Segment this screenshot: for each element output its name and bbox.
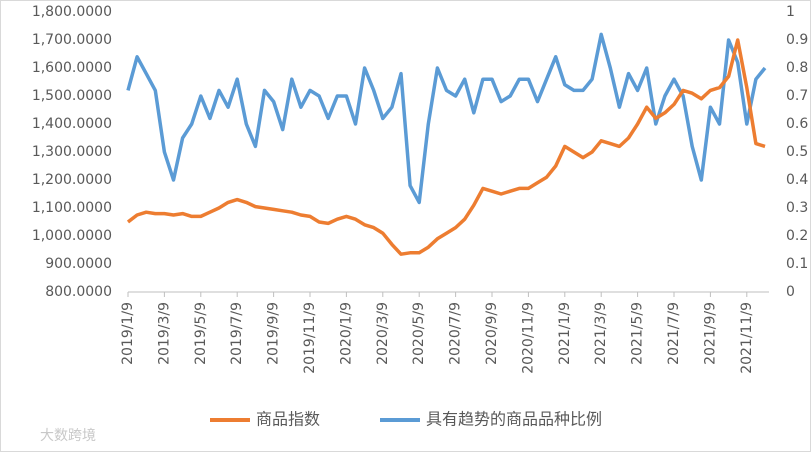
legend-label: 商品指数 xyxy=(256,410,320,429)
y-tick-label: 1,400.0000 xyxy=(32,116,112,132)
y2-tick-label: 0.8 xyxy=(786,60,808,76)
x-tick-label: 2019/3/9 xyxy=(156,302,172,365)
x-tick-label: 2019/11/9 xyxy=(302,302,318,374)
x-tick-label: 2021/9/9 xyxy=(702,302,718,365)
y-tick-label: 1,300.0000 xyxy=(32,144,112,160)
watermark: 大数跨境 xyxy=(40,428,96,444)
x-tick-label: 2021/3/9 xyxy=(593,302,609,365)
y2-tick-label: 0.1 xyxy=(786,256,808,272)
y2-tick-label: 0.9 xyxy=(786,32,808,48)
y2-tick-label: 0.3 xyxy=(786,200,808,216)
x-tick-label: 2020/5/9 xyxy=(411,302,427,365)
y2-tick-label: 0.2 xyxy=(786,228,808,244)
x-tick-label: 2019/9/9 xyxy=(266,302,282,365)
y-tick-label: 1,800.0000 xyxy=(32,4,112,20)
y-tick-label: 900.0000 xyxy=(45,256,112,272)
y2-tick-label: 0.4 xyxy=(786,172,808,188)
x-tick-label: 2020/3/9 xyxy=(375,302,391,365)
x-tick-label: 2019/7/9 xyxy=(229,302,245,365)
y-tick-label: 800.0000 xyxy=(45,284,112,300)
y-tick-label: 1,000.0000 xyxy=(32,228,112,244)
y2-tick-label: 0.7 xyxy=(786,88,808,104)
x-tick-label: 2021/5/9 xyxy=(630,302,646,365)
y-tick-label: 1,700.0000 xyxy=(32,32,112,48)
x-tick-label: 2019/5/9 xyxy=(193,302,209,365)
x-tick-label: 2021/11/9 xyxy=(739,302,755,374)
y2-tick-label: 1 xyxy=(786,4,795,20)
x-tick-label: 2021/1/9 xyxy=(557,302,573,365)
y2-tick-label: 0.6 xyxy=(786,116,808,132)
legend-label: 具有趋势的商品品种比例 xyxy=(426,410,602,429)
y2-tick-label: 0 xyxy=(786,284,795,300)
y-tick-label: 1,200.0000 xyxy=(32,172,112,188)
y-tick-label: 1,500.0000 xyxy=(32,88,112,104)
x-tick-label: 2020/11/9 xyxy=(520,302,536,374)
series-line xyxy=(126,38,766,256)
x-tick-label: 2020/7/9 xyxy=(448,302,464,365)
x-tick-label: 2020/9/9 xyxy=(484,302,500,365)
y-tick-label: 1,600.0000 xyxy=(32,60,112,76)
x-tick-label: 2020/1/9 xyxy=(338,302,354,365)
y-tick-label: 1,100.0000 xyxy=(32,200,112,216)
x-tick-label: 2021/7/9 xyxy=(666,302,682,365)
y2-tick-label: 0.5 xyxy=(786,144,808,160)
x-tick-label: 2019/1/9 xyxy=(120,302,136,365)
